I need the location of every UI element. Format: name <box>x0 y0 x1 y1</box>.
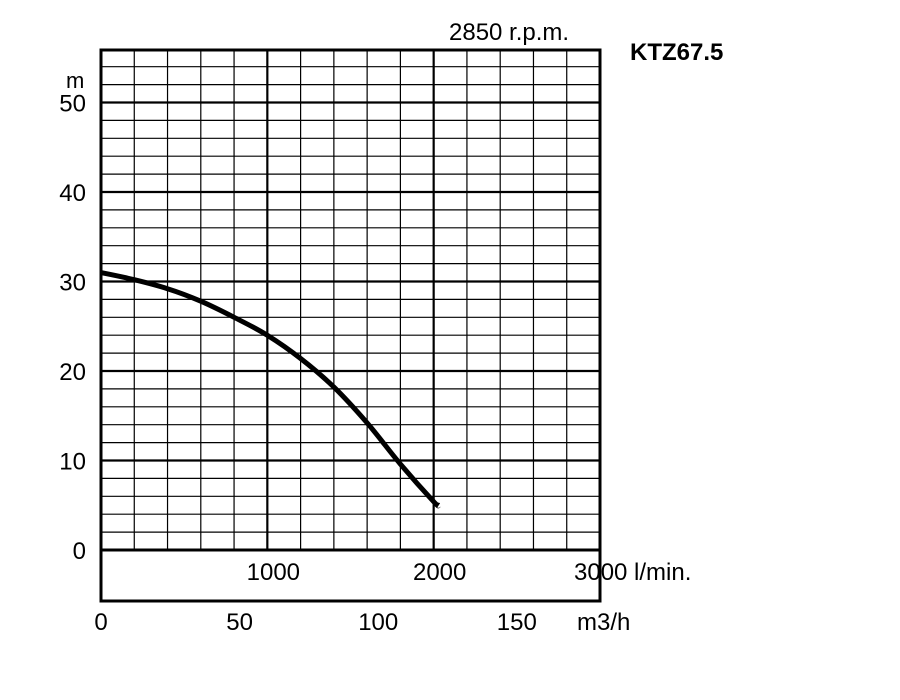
performance-curve <box>100 270 441 509</box>
x-axis-ticks-lpm: 1000 2000 3000 l/min. <box>247 559 692 586</box>
y-tick-label: 20 <box>59 359 86 386</box>
speed-label: 2850 r.p.m. <box>449 19 569 46</box>
x-axis-ticks-m3h: 0 50 100 150 <box>94 609 537 636</box>
x-tick-label-m3h: 0 <box>94 609 107 636</box>
x-tick-label-lpm: 1000 <box>247 559 300 586</box>
y-tick-label: 30 <box>59 270 86 297</box>
y-tick-label: 0 <box>73 538 86 565</box>
x-tick-label-lpm: 3000 l/min. <box>574 559 691 586</box>
x-tick-label-m3h: 50 <box>226 609 253 636</box>
y-axis-ticks: 0 10 20 30 40 50 <box>59 91 86 566</box>
y-axis-unit-label: m <box>66 68 84 93</box>
chart-title: KTZ67.5 <box>630 39 723 66</box>
axis-scale-frame <box>99 548 602 603</box>
x-tick-label-m3h: 150 <box>497 609 537 636</box>
y-tick-label: 40 <box>59 180 86 207</box>
x-tick-label-lpm: 2000 <box>413 559 466 586</box>
x-tick-label-m3h: 100 <box>358 609 398 636</box>
grid-lines <box>101 50 600 550</box>
x-axis-unit-m3h: m3/h <box>577 609 630 636</box>
y-tick-label: 50 <box>59 91 86 118</box>
y-tick-label: 10 <box>59 449 86 476</box>
